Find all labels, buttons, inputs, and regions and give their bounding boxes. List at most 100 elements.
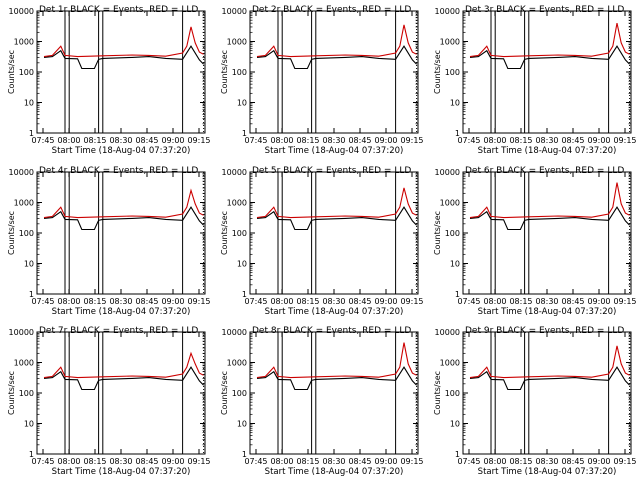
y-axis-label: Counts/sec	[7, 211, 16, 255]
x-tick-label: 08:15	[296, 136, 319, 145]
x-tick-label: 08:15	[296, 297, 319, 306]
x-axis-label: Start Time (18-Aug-04 07:37:20)	[52, 146, 191, 156]
x-axis-label: Start Time (18-Aug-04 07:37:20)	[478, 467, 617, 477]
x-axis-label: Start Time (18-Aug-04 07:37:20)	[52, 307, 191, 317]
y-tick-label: 10	[450, 99, 460, 108]
x-tick-label: 07:45	[244, 297, 267, 306]
x-tick-label: 08:00	[483, 297, 506, 306]
y-tick-label: 100	[19, 229, 34, 238]
x-tick-label: 08:45	[135, 457, 158, 466]
series-line-lld	[43, 188, 204, 219]
chart-title: Det 3r BLACK = Events, RED = LLD	[465, 5, 624, 15]
x-tick-label: 08:45	[348, 297, 371, 306]
y-tick-label: 100	[232, 68, 247, 77]
chart-title: Det 1r BLACK = Events, RED = LLD	[39, 5, 198, 15]
series-line-lld	[469, 345, 630, 379]
x-tick-label: 09:15	[613, 136, 636, 145]
x-tick-label: 09:15	[613, 297, 636, 306]
plot-frame	[462, 171, 632, 295]
y-tick-label: 1	[242, 290, 247, 299]
x-tick-label: 08:45	[561, 457, 584, 466]
y-axis-label: Counts/sec	[433, 50, 442, 94]
chart-title: Det 2r BLACK = Events, RED = LLD	[252, 5, 411, 15]
x-tick-label: 09:00	[587, 457, 610, 466]
x-tick-label: 08:15	[509, 297, 532, 306]
series-line-events	[43, 206, 204, 231]
y-axis-label: Counts/sec	[7, 371, 16, 415]
y-tick-label: 10	[237, 420, 247, 429]
x-tick-label: 09:15	[400, 136, 423, 145]
plot-frame	[249, 10, 419, 134]
x-tick-label: 07:45	[457, 297, 480, 306]
x-tick-label: 08:00	[483, 136, 506, 145]
chart-panel-det-8: Det 8r BLACK = Events, RED = LLD 1 10 100 10…	[220, 326, 424, 477]
series-line-events	[469, 45, 630, 70]
x-tick-label: 08:15	[509, 457, 532, 466]
x-tick-label: 08:45	[348, 457, 371, 466]
x-tick-label: 09:15	[187, 136, 210, 145]
x-tick-label: 08:30	[535, 457, 558, 466]
series-line-lld	[43, 26, 204, 58]
x-tick-label: 09:00	[587, 136, 610, 145]
y-axis-label: Counts/sec	[220, 371, 229, 415]
series-line-events	[469, 366, 630, 391]
x-tick-label: 08:00	[57, 136, 80, 145]
x-tick-label: 08:00	[483, 457, 506, 466]
chart-title: Det 6r BLACK = Events, RED = LLD	[465, 166, 624, 176]
x-tick-label: 07:45	[31, 297, 54, 306]
y-tick-label: 100	[232, 389, 247, 398]
series-line-lld	[256, 342, 417, 379]
x-tick-label: 07:45	[244, 136, 267, 145]
x-tick-label: 08:30	[535, 297, 558, 306]
y-tick-label: 1	[455, 129, 460, 138]
x-tick-label: 09:15	[400, 457, 423, 466]
x-tick-label: 09:15	[187, 457, 210, 466]
x-tick-label: 07:45	[457, 457, 480, 466]
chart-title: Det 5r BLACK = Events, RED = LLD	[252, 166, 411, 176]
x-tick-label: 09:00	[374, 297, 397, 306]
y-tick-label: 1	[242, 450, 247, 459]
x-tick-label: 08:30	[322, 297, 345, 306]
x-tick-label: 09:00	[587, 297, 610, 306]
x-axis-label: Start Time (18-Aug-04 07:37:20)	[265, 307, 404, 317]
y-tick-label: 10000	[9, 7, 34, 16]
x-tick-label: 08:00	[57, 297, 80, 306]
y-tick-label: 1	[242, 129, 247, 138]
y-tick-label: 10000	[9, 168, 34, 177]
y-tick-label: 1	[29, 290, 34, 299]
y-axis-label: Counts/sec	[433, 371, 442, 415]
x-tick-label: 08:45	[135, 136, 158, 145]
series-line-lld	[256, 24, 417, 58]
x-tick-label: 08:30	[535, 136, 558, 145]
plot-frame	[36, 10, 206, 134]
x-tick-label: 09:00	[161, 136, 184, 145]
chart-panel-det-6: Det 6r BLACK = Events, RED = LLD 1 10 100 10…	[433, 166, 637, 317]
x-tick-label: 08:45	[561, 136, 584, 145]
x-axis-label: Start Time (18-Aug-04 07:37:20)	[265, 467, 404, 477]
x-tick-label: 09:00	[374, 136, 397, 145]
y-tick-label: 10	[237, 99, 247, 108]
chart-title: Det 7r BLACK = Events, RED = LLD	[39, 326, 198, 336]
x-tick-label: 08:15	[83, 297, 106, 306]
y-tick-label: 1000	[227, 359, 247, 368]
x-tick-label: 07:45	[244, 457, 267, 466]
x-tick-label: 08:00	[270, 136, 293, 145]
x-tick-label: 07:45	[31, 457, 54, 466]
y-tick-label: 10000	[435, 168, 460, 177]
y-tick-label: 1000	[440, 359, 460, 368]
series-line-lld	[43, 351, 204, 379]
y-tick-label: 10000	[435, 7, 460, 16]
series-line-events	[256, 45, 417, 70]
series-line-lld	[469, 22, 630, 58]
x-tick-label: 08:15	[83, 457, 106, 466]
x-tick-label: 08:15	[83, 136, 106, 145]
series-line-events	[256, 366, 417, 391]
y-tick-label: 1000	[227, 38, 247, 47]
x-tick-label: 08:15	[509, 136, 532, 145]
y-tick-label: 10	[450, 260, 460, 269]
x-axis-label: Start Time (18-Aug-04 07:37:20)	[265, 146, 404, 156]
y-tick-label: 1000	[440, 38, 460, 47]
y-tick-label: 10	[237, 260, 247, 269]
chart-panel-det-9: Det 9r BLACK = Events, RED = LLD 1 10 100 10…	[433, 326, 637, 477]
series-line-lld	[256, 187, 417, 219]
